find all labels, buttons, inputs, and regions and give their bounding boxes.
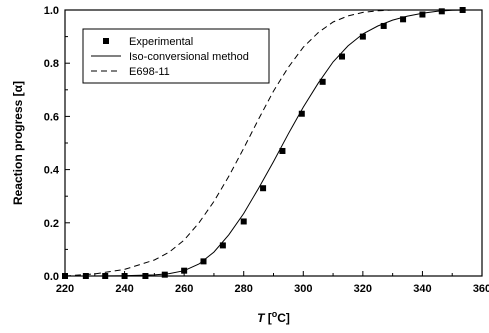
x-axis-title-unit-open: [ xyxy=(264,311,271,325)
x-tick-label: 340 xyxy=(413,283,431,295)
y-axis-title: Reaction progress [α] xyxy=(11,81,25,205)
y-tick-label: 0.4 xyxy=(44,165,60,177)
y-tick-label: 0.8 xyxy=(44,58,59,70)
x-tick-label: 240 xyxy=(115,283,133,295)
data-point-experimental xyxy=(260,185,266,191)
x-tick-label: 360 xyxy=(473,283,489,295)
legend-label-iso-conversional-method: Iso-conversional method xyxy=(129,51,249,63)
y-tick-label: 1.0 xyxy=(44,5,59,17)
y-tick-label: 0.6 xyxy=(44,111,59,123)
x-tick-label: 220 xyxy=(56,283,74,295)
y-tick-label: 0.0 xyxy=(44,271,59,283)
data-point-experimental xyxy=(241,218,247,224)
legend-label-experimental: Experimental xyxy=(129,36,193,48)
x-tick-label: 320 xyxy=(354,283,372,295)
y-tick-label: 0.2 xyxy=(44,218,59,230)
x-axis-title-unit-close: C] xyxy=(277,311,290,325)
legend: Experimental Iso-conversional method E698-… xyxy=(83,29,269,83)
x-tick-label: 260 xyxy=(175,283,193,295)
x-tick-label: 280 xyxy=(235,283,253,295)
legend-label-e698-11: E698-11 xyxy=(129,66,170,78)
legend-marker-experimental xyxy=(103,38,109,44)
x-axis-title: T [oC] xyxy=(257,309,290,325)
data-point-experimental xyxy=(220,242,226,248)
data-point-experimental xyxy=(419,12,425,18)
x-tick-label: 300 xyxy=(294,283,312,295)
